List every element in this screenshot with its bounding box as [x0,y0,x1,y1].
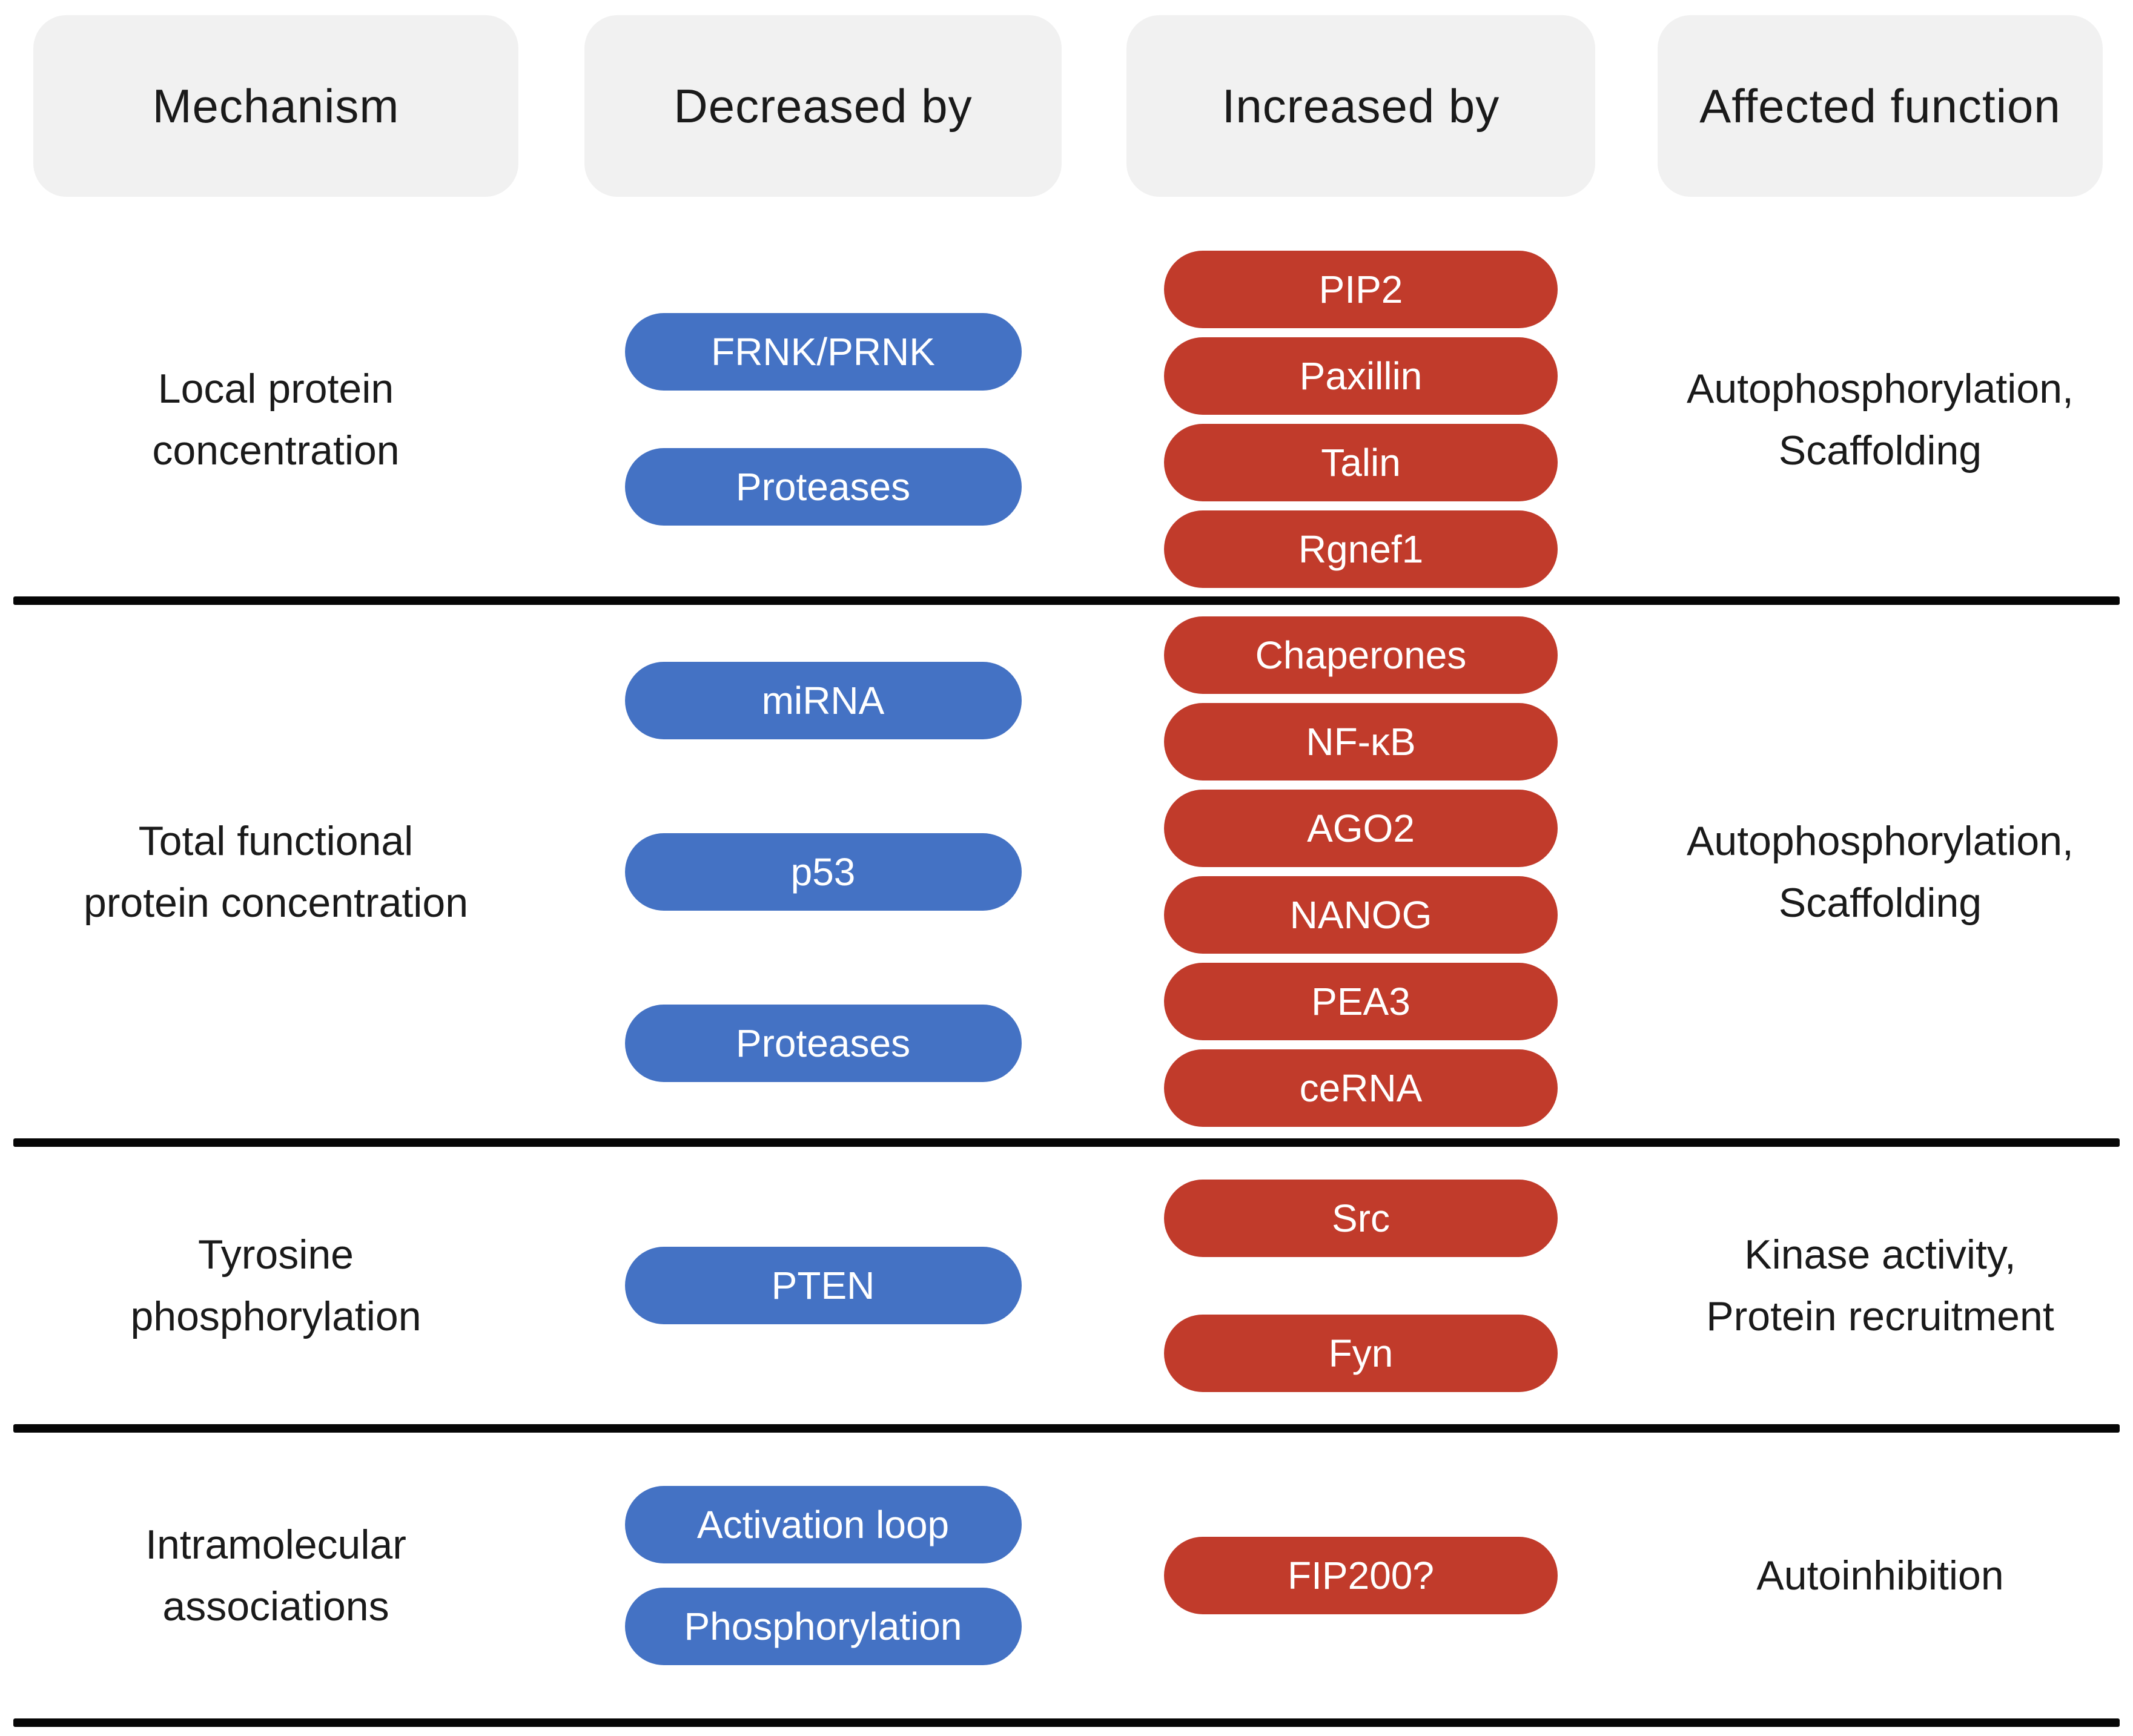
decreased-pill: Phosphorylation [624,1588,1022,1665]
affected-function-label: Kinase activity, Protein recruitment [1706,1232,2054,1339]
header-row: Mechanism Decreased by Increased by Affe… [0,0,2133,242]
increased-pill: Rgnef1 [1164,510,1558,588]
mechanism-cell: Local protein concentration [0,242,552,596]
affected-cell: Autoinhibition [1627,1433,2133,1718]
increased-pill: Src [1164,1179,1558,1257]
mechanism-cell: Tyrosine phosphorylation [0,1147,552,1424]
decreased-cell: PTEN [552,1147,1094,1424]
affected-function-label: Autophosphorylation, Scaffolding [1687,817,2074,926]
bottom-border-line [13,1718,2120,1727]
table-row-total-functional-protein-concentration: Total functional protein concentration m… [0,605,2133,1138]
mechanism-label: Tyrosine phosphorylation [130,1232,422,1339]
affected-cell: Autophosphorylation, Scaffolding [1627,242,2133,596]
decreased-pill: miRNA [624,661,1022,739]
increased-pill: NANOG [1164,876,1558,954]
increased-pill: Fyn [1164,1314,1558,1392]
affected-function-label: Autoinhibition [1756,1553,2004,1599]
affected-cell: Kinase activity, Protein recruitment [1627,1147,2133,1424]
decreased-pill: Activation loop [624,1486,1022,1563]
mechanism-label: Intramolecular associations [145,1522,406,1629]
increased-pill: AGO2 [1164,790,1558,867]
increased-cell: Src Fyn [1094,1147,1627,1424]
mechanism-cell: Total functional protein concentration [0,605,552,1138]
increased-pill: Paxillin [1164,337,1558,415]
mechanism-cell: Intramolecular associations [0,1433,552,1718]
column-header-mechanism: Mechanism [33,15,519,197]
increased-cell: FIP200? [1094,1433,1627,1718]
increased-cell: Chaperones NF-κB AGO2 NANOG PEA3 ceRNA [1094,605,1627,1138]
decreased-pill: Proteases [624,448,1022,526]
increased-pill: ceRNA [1164,1049,1558,1127]
mechanism-label: Total functional protein concentration [83,817,469,926]
affected-cell: Autophosphorylation, Scaffolding [1627,605,2133,1138]
decreased-pill: Proteases [624,1004,1022,1082]
decreased-pill: p53 [624,833,1022,911]
increased-pill: Talin [1164,424,1558,501]
table-row-tyrosine-phosphorylation: Tyrosine phosphorylation PTEN Src Fyn Ki… [0,1147,2133,1424]
decreased-cell: Activation loop Phosphorylation [552,1433,1094,1718]
decreased-cell: miRNA p53 Proteases [552,605,1094,1138]
increased-pill: PEA3 [1164,963,1558,1040]
table-row-local-protein-concentration: Local protein concentration FRNK/PRNK Pr… [0,242,2133,596]
increased-pill: FIP200? [1164,1537,1558,1614]
decreased-cell: FRNK/PRNK Proteases [552,242,1094,596]
column-header-increased-by: Increased by [1126,15,1596,197]
increased-pill: NF-κB [1164,703,1558,781]
row-divider [13,1424,2120,1433]
row-divider [13,1138,2120,1147]
decreased-pill: PTEN [624,1247,1022,1324]
increased-cell: PIP2 Paxillin Talin Rgnef1 [1094,242,1627,596]
decreased-pill: FRNK/PRNK [624,313,1022,391]
column-header-decreased-by: Decreased by [584,15,1062,197]
increased-pill: PIP2 [1164,251,1558,328]
increased-pill: Chaperones [1164,616,1558,694]
affected-function-label: Autophosphorylation, Scaffolding [1687,365,2074,474]
column-header-affected-function: Affected function [1658,15,2103,197]
mechanism-label: Local protein concentration [152,365,400,474]
table-row-intramolecular-associations: Intramolecular associations Activation l… [0,1433,2133,1718]
row-divider [13,596,2120,605]
